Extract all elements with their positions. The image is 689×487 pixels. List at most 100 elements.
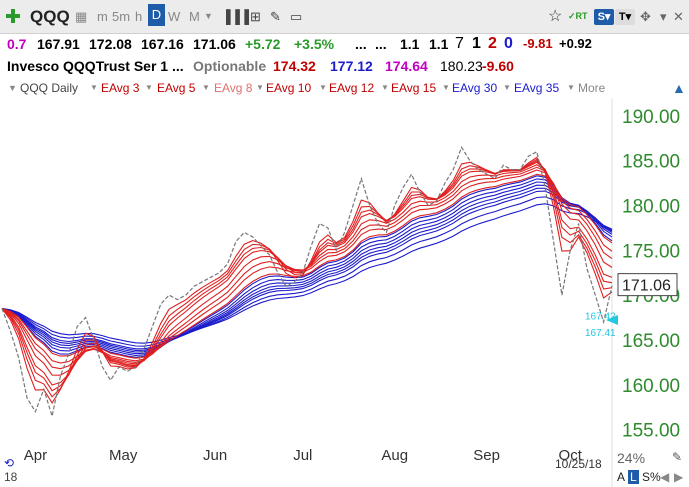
quote-low: 167.16 (141, 36, 184, 52)
collapse-icon[interactable]: ▲ (672, 80, 686, 96)
chevron-down-icon[interactable]: ▼ (204, 11, 213, 21)
security-name: Invesco QQQTrust Ser 1 (7, 58, 169, 74)
chevron-down-icon[interactable]: ▼ (145, 83, 153, 92)
nav-right-icon[interactable]: ▶ (674, 470, 684, 484)
legend-eavg-3[interactable]: EAvg 3 (101, 81, 140, 95)
cursor-date: 10/25/18 (555, 457, 602, 471)
ema-long-line (1, 187, 613, 351)
rt-icon[interactable]: ✓RT (568, 11, 588, 21)
x-tick-label: Sep (473, 447, 500, 464)
scale-log-button[interactable]: L (628, 470, 639, 484)
edit-icon[interactable]: ✎ (672, 450, 683, 464)
legend-eavg-35[interactable]: EAvg 35 (514, 81, 560, 95)
period-h[interactable]: h (135, 9, 143, 24)
y-tick-label: 190.00 (622, 107, 680, 128)
x-tick-label: Jun (203, 447, 227, 464)
note-icon[interactable]: ▭ (290, 9, 303, 24)
bar-chart-icon[interactable]: ▌▌▌ (226, 9, 254, 24)
t-icon[interactable]: T▾ (615, 9, 635, 25)
marker-arrow (606, 315, 618, 326)
x-tick-label: Jul (293, 447, 312, 464)
price-chart: 190.00185.00180.00175.00170.00165.00160.… (1, 98, 680, 487)
ema-long-line (1, 181, 613, 355)
legend-eavg-12[interactable]: EAvg 12 (329, 81, 375, 95)
optionable-label: Optionable (193, 58, 267, 74)
quote-n1: 7 (455, 35, 464, 52)
quote-open: 167.91 (37, 36, 80, 52)
period-w[interactable]: W (168, 9, 181, 24)
quote-dots-1: ... (355, 36, 367, 52)
symbol-label[interactable]: QQQ (30, 7, 70, 26)
draw-pencil-icon[interactable]: ✎ (270, 9, 281, 24)
chevron-down-icon[interactable]: ▼ (256, 83, 264, 92)
name-dots: ... (172, 58, 184, 74)
name-p4: 180.23 (440, 58, 483, 74)
legend-more[interactable]: More (578, 81, 606, 95)
ema-long-line (1, 175, 613, 358)
chevron-down-icon[interactable]: ▼ (8, 83, 17, 93)
period-5m[interactable]: 5m (112, 9, 131, 24)
quote-high: 172.08 (89, 36, 132, 52)
y-tick-label: 180.00 (622, 197, 680, 218)
chevron-down-icon[interactable]: ▼ (319, 83, 327, 92)
legend-eavg-5[interactable]: EAvg 5 (157, 81, 196, 95)
name-bar: Invesco QQQTrust Ser 1 ... Optionable 17… (0, 55, 689, 77)
footer-left-number: 18 (4, 470, 18, 484)
zoom-level[interactable]: 24% (617, 450, 646, 466)
name-p5: -9.60 (482, 58, 514, 74)
y-tick-label: 165.00 (622, 331, 680, 352)
legend-price[interactable]: QQQ Daily (20, 81, 79, 95)
name-p2: 177.12 (330, 58, 373, 74)
period-d[interactable]: D (148, 4, 165, 26)
ema-short-line (1, 166, 613, 370)
legend-eavg-15[interactable]: EAvg 15 (391, 81, 437, 95)
chevron-down-icon[interactable]: ▼ (567, 83, 575, 92)
y-tick-label: 185.00 (622, 152, 680, 173)
pin-icon[interactable]: ✥ (640, 9, 651, 24)
chevron-down-icon[interactable]: ▼ (442, 83, 450, 92)
close-icon[interactable]: ✕ (673, 9, 684, 24)
marker-label: 167.42 (585, 312, 616, 323)
chevron-down-icon[interactable]: ▼ (90, 83, 98, 92)
x-tick-label: Aug (381, 447, 408, 464)
x-tick-label: Oct (559, 447, 583, 464)
last-price-label: 171.06 (622, 278, 671, 295)
period-m-monthly[interactable]: M (189, 9, 200, 24)
refresh-icon[interactable]: ⟲ (4, 456, 15, 470)
ema-short-line (1, 173, 613, 359)
y-tick-label: 160.00 (622, 376, 680, 397)
chevron-down-icon[interactable]: ▼ (381, 83, 389, 92)
period-m[interactable]: m (97, 9, 108, 24)
quote-dots-2: ... (375, 36, 387, 52)
x-tick-label: May (109, 447, 138, 464)
price-line (1, 145, 613, 417)
quote-close: 171.06 (193, 36, 236, 52)
ema-long-line (1, 196, 613, 347)
quote-v1: 1.1 (400, 36, 420, 52)
quote-n2: 1 (472, 35, 481, 52)
legend-eavg-30[interactable]: EAvg 30 (452, 81, 498, 95)
grid-icon[interactable]: ▦ (75, 9, 88, 24)
s-icon[interactable]: S▾ (594, 9, 614, 25)
scale-percent-button[interactable]: S% (642, 470, 661, 484)
study-legend: ▼ QQQ Daily ▼ EAvg 3 ▼ EAvg 5 ▼ EAvg 8 ▼… (0, 78, 689, 98)
name-p1: 174.32 (273, 58, 316, 74)
quote-n3: 2 (488, 35, 497, 52)
ema-short-line (1, 169, 613, 364)
scale-auto-button[interactable]: A (617, 470, 626, 484)
chevron-down-icon[interactable]: ▼ (202, 83, 210, 92)
y-tick-label: 155.00 (622, 421, 680, 442)
quote-n4: 0 (504, 35, 513, 52)
add-symbol-icon[interactable] (5, 8, 21, 24)
nav-left-icon[interactable]: ◀ (660, 470, 670, 484)
legend-eavg-8[interactable]: EAvg 8 (214, 81, 253, 95)
menu-icon[interactable]: ▾ (660, 9, 667, 24)
ema-long-line (1, 184, 613, 353)
add-study-icon[interactable]: ⊞ (250, 9, 261, 24)
y-tick-label: 175.00 (622, 241, 680, 262)
quote-bar: 0.7 167.91 172.08 167.16 171.06 +5.72 +3… (0, 33, 689, 55)
chevron-down-icon[interactable]: ▼ (503, 83, 511, 92)
ema-long-line (1, 190, 613, 350)
star-icon[interactable]: ☆ (548, 8, 563, 25)
legend-eavg-10[interactable]: EAvg 10 (266, 81, 312, 95)
